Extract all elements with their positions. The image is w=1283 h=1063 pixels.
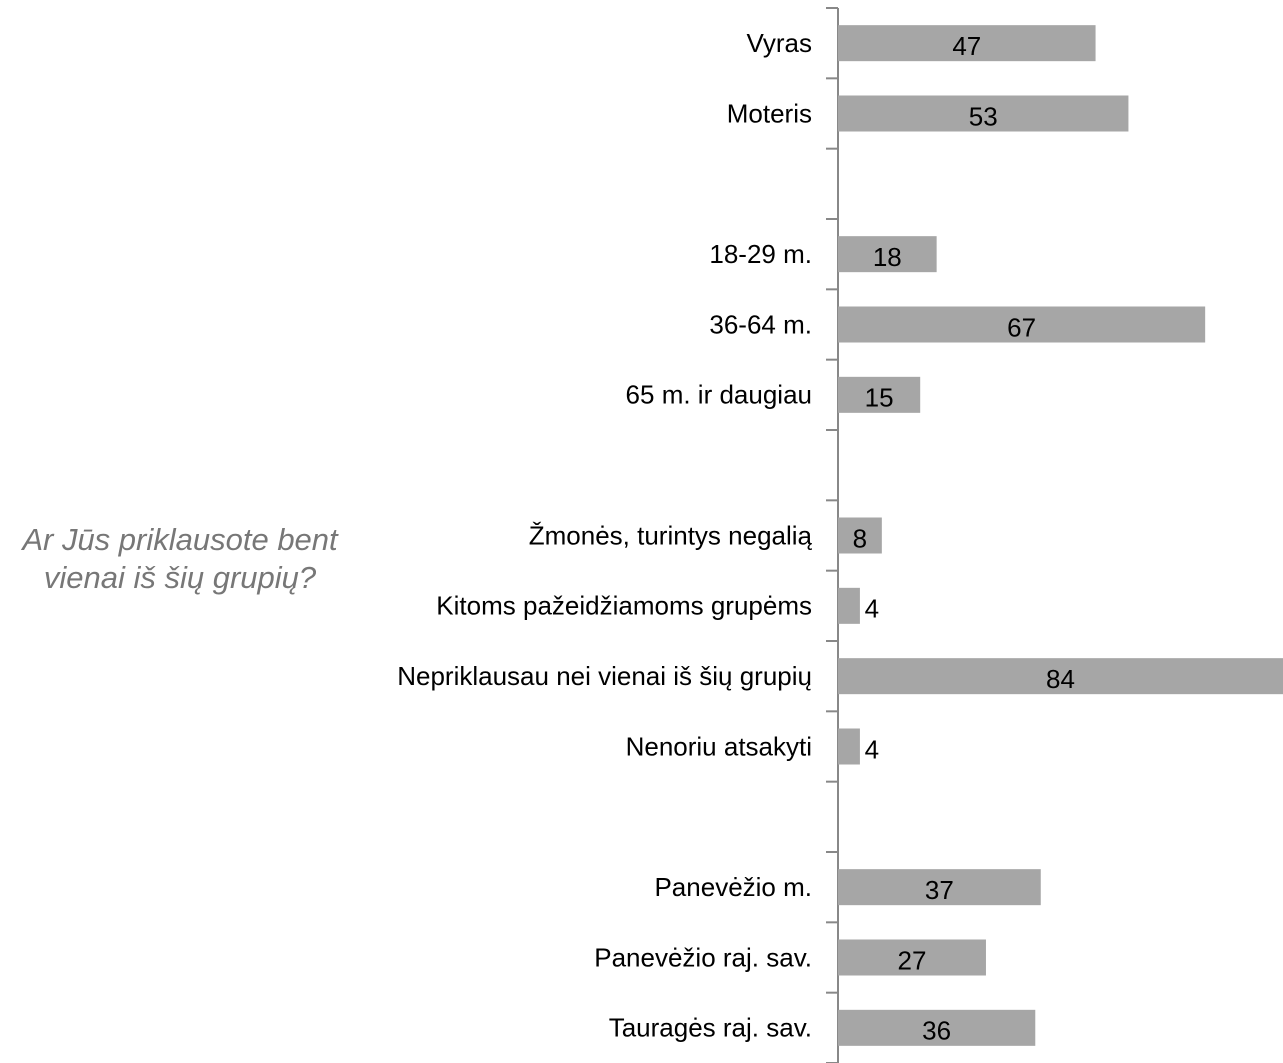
bar: [838, 869, 1041, 906]
bar: [838, 587, 860, 624]
y-tick-label: 65 m. ir daugiau: [626, 380, 812, 410]
bar: [838, 95, 1129, 132]
y-tick-label: 36-64 m.: [709, 309, 812, 339]
value-label: 84: [1046, 664, 1075, 694]
bar: [838, 236, 937, 273]
annotation: Ar Jūs priklausote bent: [20, 522, 339, 557]
y-tick-label: Moteris: [727, 98, 812, 128]
value-label: 53: [969, 101, 998, 131]
y-tick-label: Žmonės, turintys negalią: [529, 520, 813, 550]
y-tick-label: Kitoms pažeidžiamoms grupėms: [436, 591, 812, 621]
value-label: 36: [922, 1016, 951, 1046]
bar: [838, 939, 986, 976]
bar: [838, 658, 1283, 695]
bar: [838, 728, 860, 765]
value-label: 18: [873, 242, 902, 272]
bar: [838, 25, 1096, 62]
value-label: 47: [952, 31, 981, 61]
value-label: 4: [865, 734, 879, 764]
y-tick-label: Vyras: [747, 28, 813, 58]
bar: [838, 517, 882, 554]
value-label: 27: [898, 945, 927, 975]
y-tick-label: Panevėžio raj. sav.: [594, 942, 812, 972]
y-tick-label: Nepriklausau nei vienai iš šių grupių: [397, 661, 812, 691]
value-label: 4: [865, 594, 879, 624]
bar: [838, 306, 1206, 343]
annotation: vienai iš šių grupių?: [44, 560, 317, 595]
value-label: 67: [1007, 312, 1036, 342]
y-tick-label: Nenoriu atsakyti: [626, 731, 812, 761]
value-label: 8: [853, 523, 867, 553]
y-tick-label: 18-29 m.: [709, 239, 812, 269]
value-label: 37: [925, 875, 954, 905]
bar: [838, 1009, 1036, 1046]
value-label: 15: [865, 383, 894, 413]
y-tick-label: Panevėžio m.: [654, 872, 812, 902]
y-tick-label: Tauragės raj. sav.: [609, 1013, 812, 1043]
bar: [838, 376, 921, 413]
